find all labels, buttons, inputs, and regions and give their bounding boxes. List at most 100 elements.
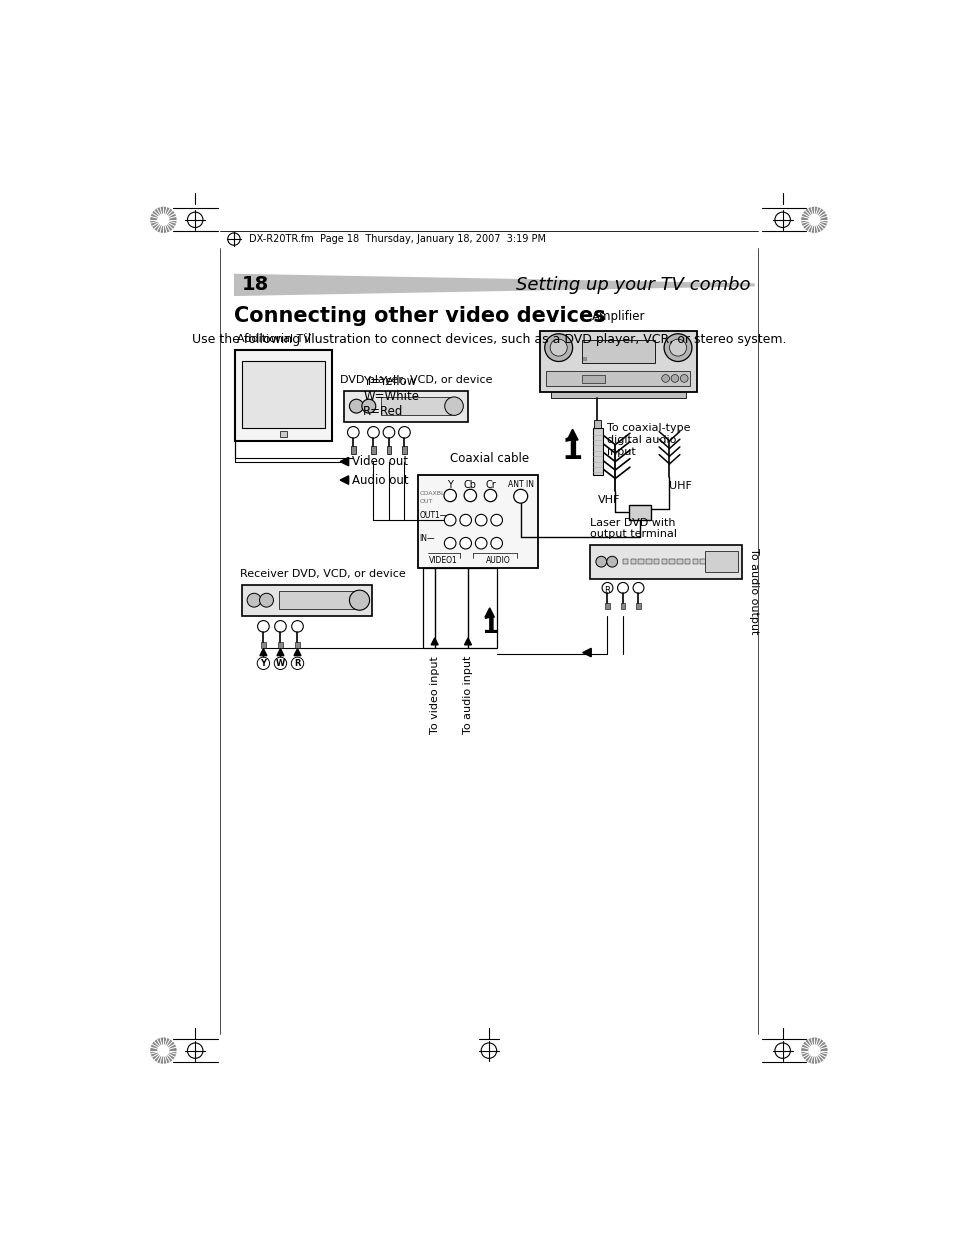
- Text: 1: 1: [561, 436, 582, 466]
- Text: Additional TV: Additional TV: [236, 333, 311, 343]
- Circle shape: [257, 657, 270, 669]
- Bar: [582, 357, 586, 361]
- Text: Use the following illustration to connect devices, such as a DVD player, VCR, or: Use the following illustration to connec…: [192, 332, 785, 346]
- Circle shape: [669, 340, 686, 356]
- Circle shape: [801, 1037, 827, 1063]
- Text: OUT: OUT: [418, 499, 432, 504]
- Circle shape: [444, 514, 456, 526]
- Text: Cr: Cr: [484, 479, 496, 490]
- Circle shape: [443, 489, 456, 501]
- Bar: [581, 340, 654, 363]
- Bar: [704, 551, 737, 573]
- Text: Y=Yellow
W=White
R=Red: Y=Yellow W=White R=Red: [363, 375, 419, 419]
- Circle shape: [347, 426, 358, 438]
- Circle shape: [367, 426, 379, 438]
- Circle shape: [383, 426, 395, 438]
- Bar: [381, 396, 451, 415]
- Bar: [669, 559, 674, 564]
- Bar: [638, 559, 643, 564]
- Text: To video input: To video input: [429, 656, 439, 734]
- Polygon shape: [431, 638, 437, 645]
- Circle shape: [679, 374, 687, 383]
- Text: To audio input: To audio input: [462, 656, 473, 734]
- Text: Connecting other video devices: Connecting other video devices: [233, 306, 605, 326]
- Text: Amplifier: Amplifier: [591, 310, 644, 324]
- Circle shape: [550, 340, 567, 356]
- Circle shape: [633, 583, 643, 593]
- Circle shape: [663, 333, 691, 362]
- Bar: [261, 642, 266, 648]
- Circle shape: [398, 426, 410, 438]
- Circle shape: [475, 514, 486, 526]
- Text: Receiver DVD, VCD, or device: Receiver DVD, VCD, or device: [240, 569, 405, 579]
- Circle shape: [444, 396, 463, 415]
- Circle shape: [150, 206, 176, 233]
- Circle shape: [444, 537, 456, 550]
- Polygon shape: [340, 475, 348, 484]
- Polygon shape: [582, 648, 591, 657]
- Text: VHF: VHF: [598, 495, 619, 505]
- Polygon shape: [233, 274, 754, 296]
- Text: DVD player, VCD, or device: DVD player, VCD, or device: [340, 375, 492, 385]
- Bar: [550, 393, 685, 398]
- Bar: [242, 361, 325, 429]
- Circle shape: [274, 621, 286, 632]
- Bar: [593, 420, 600, 427]
- Text: 1: 1: [480, 614, 497, 638]
- Bar: [386, 446, 391, 454]
- Text: To audio output: To audio output: [748, 548, 758, 635]
- Bar: [241, 585, 372, 615]
- Circle shape: [292, 621, 303, 632]
- Polygon shape: [259, 648, 267, 656]
- Circle shape: [361, 399, 375, 412]
- Circle shape: [274, 657, 286, 669]
- Circle shape: [807, 1045, 820, 1057]
- Polygon shape: [294, 648, 301, 656]
- Bar: [417, 475, 537, 568]
- Bar: [278, 592, 355, 609]
- Text: Setting up your TV combo: Setting up your TV combo: [516, 275, 750, 294]
- Circle shape: [257, 621, 269, 632]
- Circle shape: [150, 1037, 176, 1063]
- Bar: [622, 559, 628, 564]
- Bar: [351, 446, 355, 454]
- Text: To coaxial-type
digital audio
input: To coaxial-type digital audio input: [606, 424, 690, 457]
- Bar: [581, 375, 604, 383]
- Text: Y: Y: [260, 658, 266, 668]
- Bar: [294, 642, 299, 648]
- Text: Audio out: Audio out: [352, 473, 408, 487]
- Circle shape: [606, 556, 617, 567]
- Bar: [684, 559, 690, 564]
- Polygon shape: [340, 457, 348, 466]
- Bar: [278, 642, 282, 648]
- Bar: [630, 559, 636, 564]
- Circle shape: [596, 556, 606, 567]
- Text: R: R: [294, 658, 300, 668]
- Circle shape: [459, 514, 471, 526]
- Text: Laser DVD with
output terminal: Laser DVD with output terminal: [590, 517, 677, 540]
- Text: VIDEO1: VIDEO1: [428, 557, 456, 566]
- Circle shape: [259, 593, 274, 608]
- Text: W: W: [275, 658, 285, 668]
- Bar: [546, 370, 690, 387]
- Bar: [677, 559, 682, 564]
- Text: OUT1—: OUT1—: [418, 511, 447, 520]
- Bar: [700, 559, 705, 564]
- Polygon shape: [464, 638, 471, 645]
- Circle shape: [801, 206, 827, 233]
- Circle shape: [601, 583, 612, 593]
- Circle shape: [157, 1045, 170, 1057]
- Bar: [692, 559, 698, 564]
- Circle shape: [157, 214, 170, 226]
- Circle shape: [291, 657, 303, 669]
- Bar: [402, 446, 406, 454]
- Circle shape: [475, 537, 486, 550]
- Circle shape: [464, 489, 476, 501]
- Bar: [654, 559, 659, 564]
- Bar: [661, 559, 666, 564]
- Circle shape: [513, 489, 527, 503]
- Text: R: R: [604, 585, 610, 595]
- Circle shape: [491, 514, 502, 526]
- Bar: [371, 446, 375, 454]
- Bar: [422, 568, 497, 648]
